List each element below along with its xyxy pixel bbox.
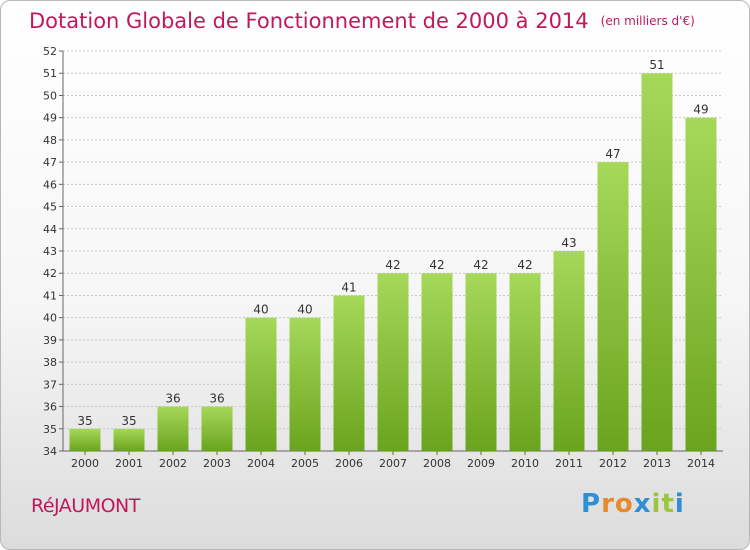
value-label: 35 [77, 414, 92, 428]
y-tick-label: 37 [43, 378, 57, 391]
logo-letter: x [633, 489, 652, 519]
y-tick-label: 47 [43, 156, 57, 169]
x-tick-label: 2013 [643, 457, 671, 470]
y-tick-label: 52 [43, 45, 57, 58]
value-label: 41 [341, 280, 356, 294]
bar [597, 162, 629, 451]
value-label: 42 [517, 258, 532, 272]
value-label: 47 [605, 147, 620, 161]
value-label: 42 [429, 258, 444, 272]
bar [113, 428, 145, 451]
y-tick-label: 41 [43, 289, 57, 302]
logo-letter: i [674, 489, 685, 519]
bar [421, 273, 453, 451]
bar [245, 317, 277, 451]
x-tick-label: 2010 [511, 457, 539, 470]
logo-letter: r [601, 489, 615, 519]
x-tick-label: 2014 [687, 457, 715, 470]
y-tick-label: 42 [43, 267, 57, 280]
bar [333, 295, 365, 451]
x-tick-label: 2011 [555, 457, 583, 470]
labels: 34 35 36 37 38 39 40 41 42 43 44 45 46 47 48 49 50 51 52 35… [43, 45, 715, 470]
y-tick-label: 48 [43, 134, 57, 147]
commune-name: RéJAUMONT [31, 495, 140, 517]
x-tick-label: 2005 [291, 457, 319, 470]
bar [509, 273, 541, 451]
x-tick-label: 2002 [159, 457, 187, 470]
y-tick-label: 49 [43, 112, 57, 125]
y-tick-label: 34 [43, 445, 57, 458]
value-label: 43 [561, 236, 576, 250]
logo-letter: i [651, 489, 662, 519]
chart-title: Dotation Globale de Fonctionnement de 20… [29, 9, 695, 33]
y-tick-label: 40 [43, 312, 57, 325]
bar [69, 428, 101, 451]
logo-letter: P [581, 489, 602, 519]
y-tick-label: 39 [43, 334, 57, 347]
y-tick-label: 46 [43, 178, 57, 191]
y-tick-label: 36 [43, 401, 57, 414]
bar [201, 406, 233, 451]
value-label: 36 [165, 392, 180, 406]
value-label: 49 [693, 103, 708, 117]
value-label: 40 [297, 303, 312, 317]
bar [685, 117, 717, 452]
bars [69, 73, 717, 452]
y-tick-label: 35 [43, 423, 57, 436]
chart-unit: (en milliers d'€) [600, 14, 695, 28]
x-tick-label: 2012 [599, 457, 627, 470]
bar [641, 73, 673, 451]
proxiti-logo: Proxiti [581, 489, 685, 519]
logo-letter: t [661, 489, 675, 519]
x-tick-label: 2009 [467, 457, 495, 470]
x-tick-label: 2001 [115, 457, 143, 470]
logo-letter: o [614, 489, 634, 519]
y-tick-label: 38 [43, 356, 57, 369]
value-label: 40 [253, 303, 268, 317]
x-tick-label: 2003 [203, 457, 231, 470]
bar [377, 273, 409, 451]
bar [289, 317, 321, 451]
value-label: 42 [385, 258, 400, 272]
bar [157, 406, 189, 451]
value-label: 36 [209, 392, 224, 406]
x-tick-label: 2000 [71, 457, 99, 470]
bar [465, 273, 497, 451]
y-tick-label: 50 [43, 89, 57, 102]
x-tick-label: 2008 [423, 457, 451, 470]
y-tick-label: 43 [43, 245, 57, 258]
x-tick-label: 2007 [379, 457, 407, 470]
chart-title-text: Dotation Globale de Fonctionnement de 20… [29, 9, 589, 33]
y-tick-label: 45 [43, 201, 57, 214]
value-label: 51 [649, 58, 664, 72]
y-tick-label: 44 [43, 223, 57, 236]
value-label: 35 [121, 414, 136, 428]
bar [553, 251, 585, 451]
value-label: 42 [473, 258, 488, 272]
y-tick-label: 51 [43, 67, 57, 80]
x-tick-label: 2004 [247, 457, 275, 470]
x-tick-label: 2006 [335, 457, 363, 470]
